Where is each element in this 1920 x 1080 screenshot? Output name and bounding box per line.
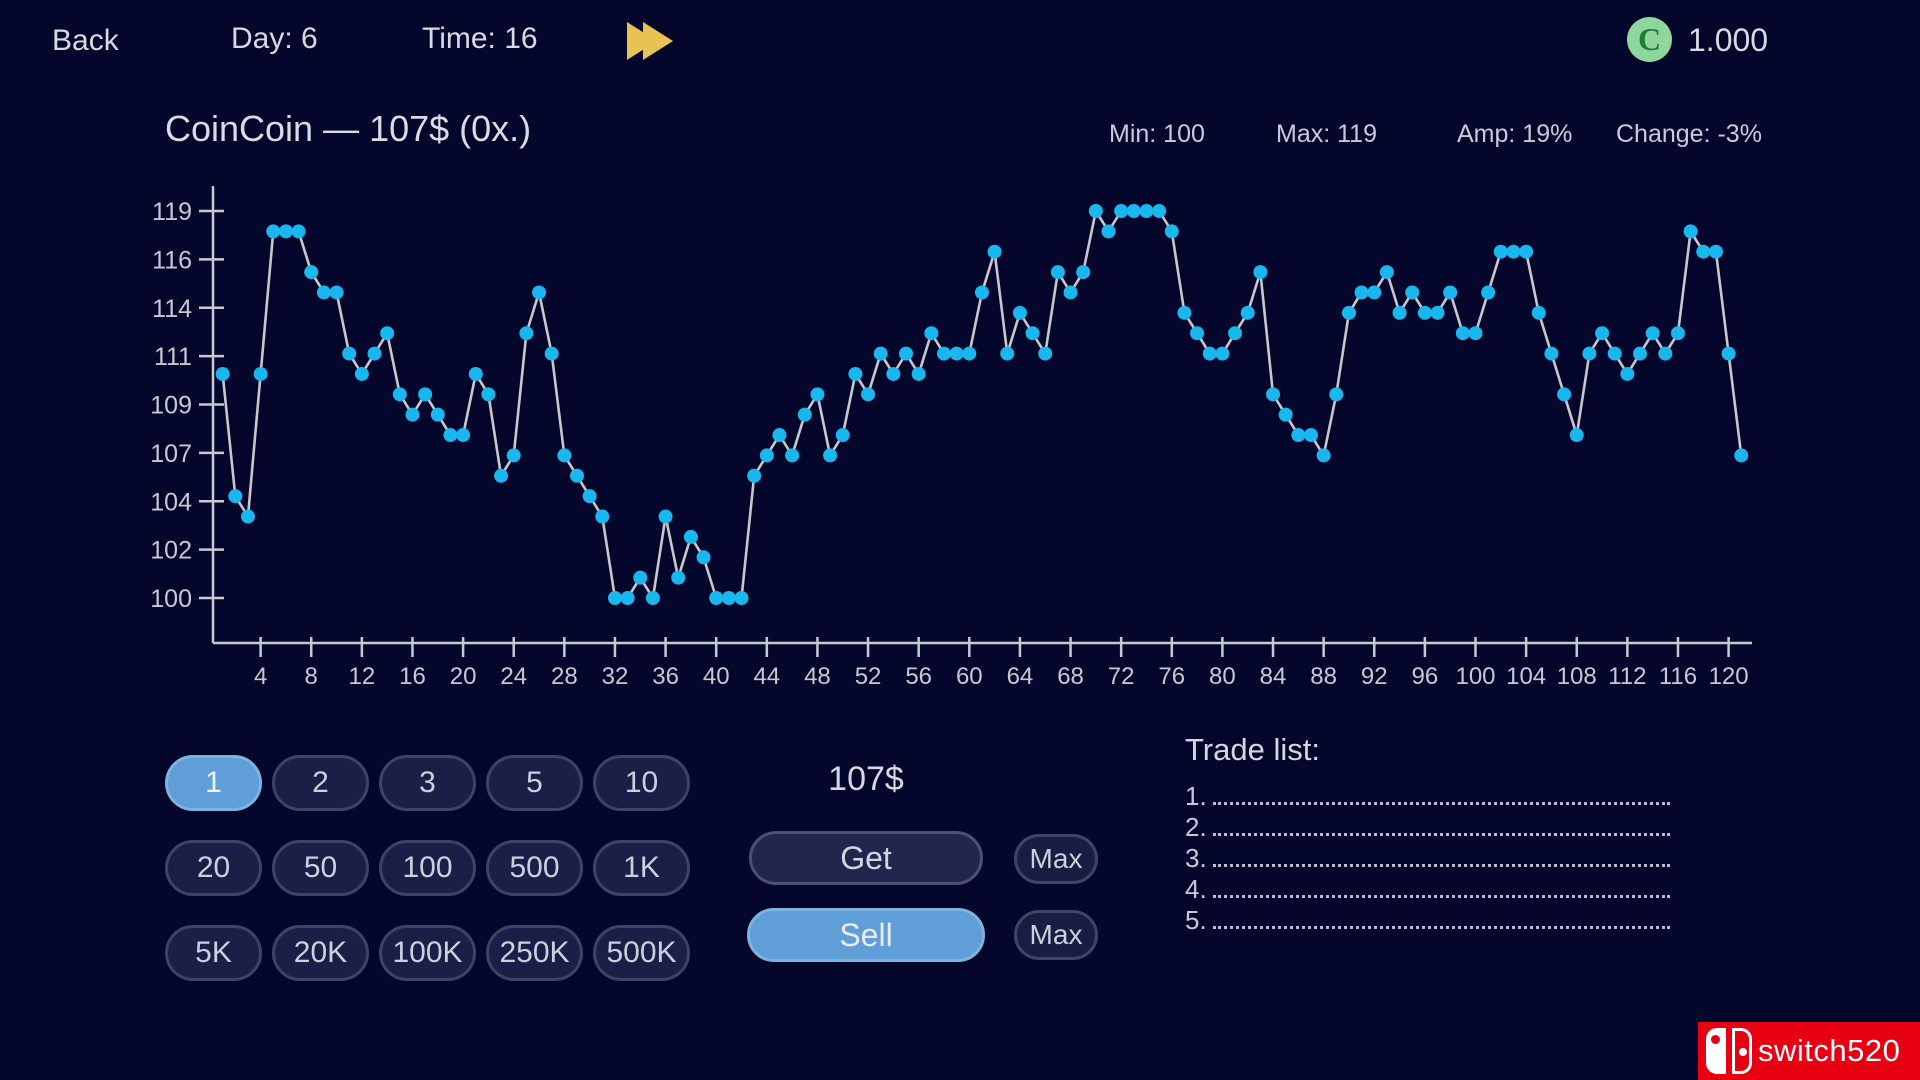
svg-text:104: 104 xyxy=(150,488,192,516)
stat-amp: Amp: 19% xyxy=(1457,120,1573,148)
svg-text:120: 120 xyxy=(1709,663,1749,690)
svg-text:104: 104 xyxy=(1506,663,1546,690)
svg-text:109: 109 xyxy=(150,392,192,420)
svg-text:36: 36 xyxy=(652,663,679,690)
svg-text:44: 44 xyxy=(753,663,780,690)
trade-list-item-leader xyxy=(1212,833,1670,836)
get-button[interactable]: Get xyxy=(749,831,983,885)
svg-text:102: 102 xyxy=(150,537,192,565)
svg-text:20: 20 xyxy=(450,663,477,690)
svg-text:60: 60 xyxy=(956,663,983,690)
sell-button[interactable]: Sell xyxy=(747,908,985,962)
trade-list-item-leader xyxy=(1212,926,1670,929)
svg-text:28: 28 xyxy=(551,663,578,690)
svg-text:8: 8 xyxy=(305,663,318,690)
svg-text:24: 24 xyxy=(500,663,527,690)
svg-text:16: 16 xyxy=(399,663,426,690)
svg-text:4: 4 xyxy=(254,663,267,690)
svg-text:64: 64 xyxy=(1007,663,1034,690)
svg-text:92: 92 xyxy=(1361,663,1388,690)
joycon-left xyxy=(1706,1028,1726,1074)
svg-text:100: 100 xyxy=(150,585,192,613)
amount-button-250K[interactable]: 250K xyxy=(486,925,583,981)
amount-button-500[interactable]: 500 xyxy=(486,840,583,896)
max-get-button[interactable]: Max xyxy=(1014,834,1098,884)
svg-text:52: 52 xyxy=(855,663,882,690)
svg-text:116: 116 xyxy=(152,246,192,274)
stat-max: Max: 119 xyxy=(1276,120,1377,148)
trade-list-item-leader xyxy=(1212,895,1670,898)
trade-list-item-number: 3. xyxy=(1185,843,1207,873)
svg-text:56: 56 xyxy=(905,663,932,690)
amount-button-3[interactable]: 3 xyxy=(379,755,476,811)
trade-list-item: 4. xyxy=(1185,871,1670,902)
fast-forward-icon[interactable] xyxy=(627,22,677,60)
trade-list-item: 3. xyxy=(1185,840,1670,871)
svg-text:112: 112 xyxy=(1608,663,1646,690)
amount-button-2[interactable]: 2 xyxy=(272,755,369,811)
balance-label: 1.000 xyxy=(1688,22,1769,58)
trade-list-item-number: 5. xyxy=(1185,905,1207,935)
trade-list-item: 2. xyxy=(1185,809,1670,840)
svg-text:84: 84 xyxy=(1260,663,1287,690)
svg-text:116: 116 xyxy=(1659,663,1697,690)
trade-list-item-leader xyxy=(1212,802,1670,805)
nintendo-switch-icon xyxy=(1706,1028,1752,1074)
svg-text:88: 88 xyxy=(1310,663,1337,690)
time-label: Time: 16 xyxy=(422,22,538,55)
amount-button-100K[interactable]: 100K xyxy=(379,925,476,981)
svg-text:96: 96 xyxy=(1412,663,1439,690)
trade-list-item-number: 4. xyxy=(1185,874,1207,904)
trade-list-item: 1. xyxy=(1185,778,1670,809)
svg-text:80: 80 xyxy=(1209,663,1236,690)
amount-button-1[interactable]: 1 xyxy=(165,755,262,811)
trade-list-item: 5. xyxy=(1185,902,1670,933)
stat-min: Min: 100 xyxy=(1109,120,1205,148)
amount-button-5[interactable]: 5 xyxy=(486,755,583,811)
svg-text:100: 100 xyxy=(1455,663,1495,690)
chart-title: CoinCoin — 107$ (0x.) xyxy=(165,108,532,149)
svg-text:68: 68 xyxy=(1057,663,1084,690)
fast-forward-triangle-right xyxy=(643,22,673,60)
amount-button-10[interactable]: 10 xyxy=(593,755,690,811)
svg-text:40: 40 xyxy=(703,663,730,690)
svg-text:119: 119 xyxy=(152,198,192,226)
watermark-text: switch520 xyxy=(1758,1033,1901,1068)
watermark: switch520 xyxy=(1698,1022,1920,1080)
day-label: Day: 6 xyxy=(231,22,318,55)
coin-letter: C xyxy=(1637,21,1662,57)
trade-list: Trade list: 1. 2. 3. 4. 5. xyxy=(1185,732,1670,933)
svg-text:111: 111 xyxy=(154,343,192,371)
stat-change: Change: -3% xyxy=(1616,120,1762,148)
svg-text:32: 32 xyxy=(602,663,629,690)
amount-button-20K[interactable]: 20K xyxy=(272,925,369,981)
svg-text:12: 12 xyxy=(349,663,376,690)
trade-list-item-number: 1. xyxy=(1185,781,1207,811)
svg-text:72: 72 xyxy=(1108,663,1135,690)
coin-icon: C xyxy=(1627,17,1672,62)
amount-button-100[interactable]: 100 xyxy=(379,840,476,896)
back-button[interactable]: Back xyxy=(52,24,119,57)
trade-list-item-number: 2. xyxy=(1185,812,1207,842)
svg-text:48: 48 xyxy=(804,663,831,690)
amount-button-500K[interactable]: 500K xyxy=(593,925,690,981)
trade-list-item-leader xyxy=(1212,864,1670,867)
trade-list-title: Trade list: xyxy=(1185,732,1320,767)
max-sell-button[interactable]: Max xyxy=(1014,910,1098,960)
svg-text:107: 107 xyxy=(150,440,192,468)
joycon-right xyxy=(1732,1028,1752,1074)
svg-text:114: 114 xyxy=(152,295,192,323)
amount-button-5K[interactable]: 5K xyxy=(165,925,262,981)
svg-text:108: 108 xyxy=(1557,663,1597,690)
amount-button-20[interactable]: 20 xyxy=(165,840,262,896)
svg-text:76: 76 xyxy=(1158,663,1185,690)
amount-button-50[interactable]: 50 xyxy=(272,840,369,896)
amount-button-1K[interactable]: 1K xyxy=(593,840,690,896)
price-label: 107$ xyxy=(828,760,904,798)
